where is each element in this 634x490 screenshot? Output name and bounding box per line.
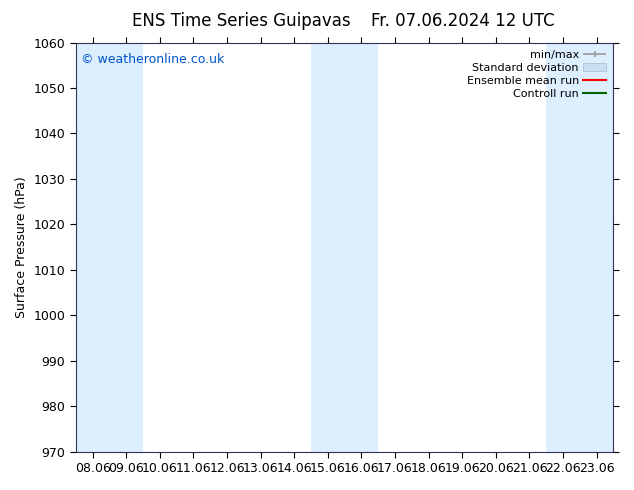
Bar [76,43,110,452]
Text: © weatheronline.co.uk: © weatheronline.co.uk [81,53,224,66]
Legend: min/max, Standard deviation, Ensemble mean run, Controll run: min/max, Standard deviation, Ensemble me… [462,46,610,103]
Text: ENS Time Series Guipavas: ENS Time Series Guipavas [132,12,350,30]
Y-axis label: Surface Pressure (hPa): Surface Pressure (hPa) [15,176,28,318]
Text: Fr. 07.06.2024 12 UTC: Fr. 07.06.2024 12 UTC [371,12,555,30]
Bar [580,43,614,452]
Bar [110,43,143,452]
Bar [311,43,345,452]
Bar [547,43,580,452]
Bar [345,43,378,452]
